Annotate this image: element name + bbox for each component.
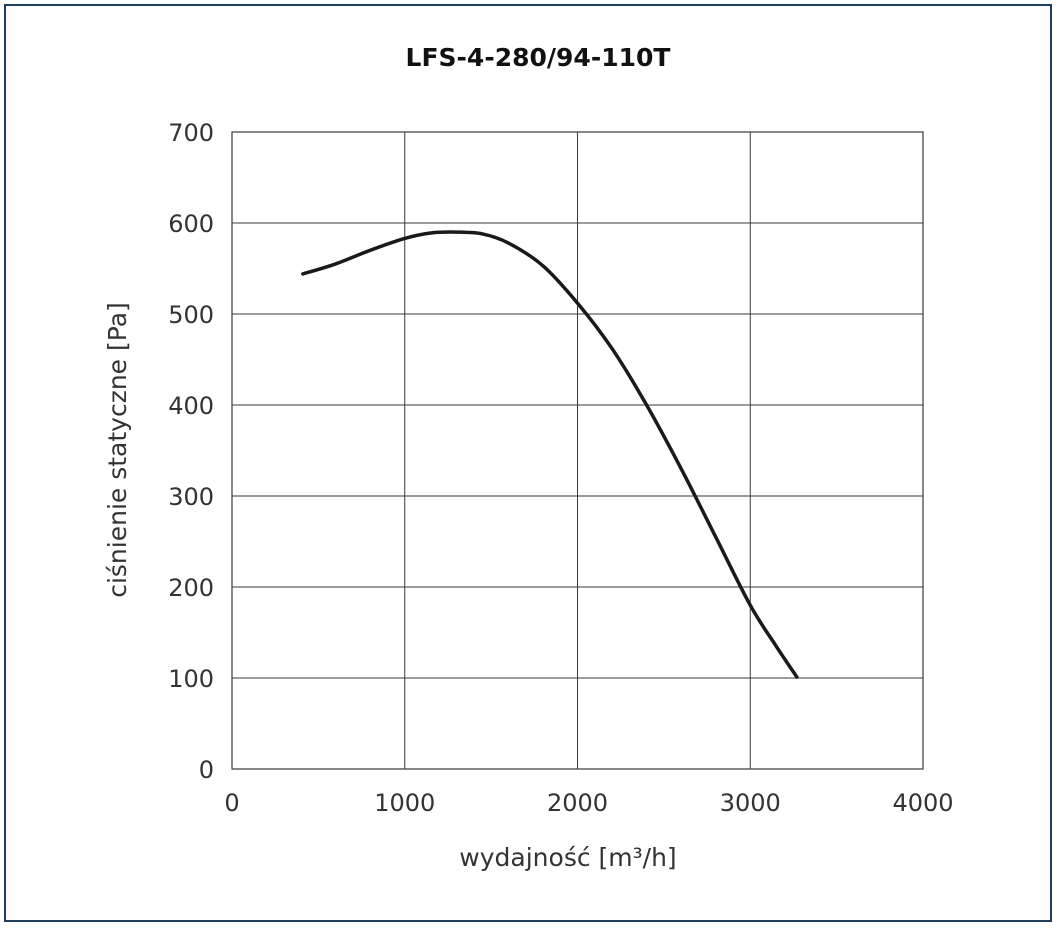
- y-tick-label: 100: [168, 665, 214, 693]
- grid: [231, 131, 924, 770]
- x-axis-ticks: 0 1000 2000 3000 4000: [224, 789, 953, 817]
- y-axis-ticks: 0 100 200 300 400 500 600 700: [168, 119, 214, 784]
- x-tick-label: 4000: [892, 789, 953, 817]
- y-tick-label: 700: [168, 119, 214, 147]
- x-tick-label: 3000: [720, 789, 781, 817]
- y-tick-label: 500: [168, 301, 214, 329]
- x-tick-label: 2000: [547, 789, 608, 817]
- x-tick-label: 0: [224, 789, 239, 817]
- x-axis-label: wydajność [m³/h]: [459, 843, 676, 872]
- chart-title: LFS-4-280/94-110T: [406, 43, 671, 72]
- x-tick-label: 1000: [374, 789, 435, 817]
- y-tick-label: 400: [168, 392, 214, 420]
- y-axis-label: ciśnienie statyczne [Pa]: [103, 302, 132, 598]
- plot-area: [231, 131, 924, 770]
- y-tick-label: 0: [199, 756, 214, 784]
- y-tick-label: 200: [168, 574, 214, 602]
- series-line: [301, 230, 799, 679]
- y-tick-label: 600: [168, 210, 214, 238]
- y-tick-label: 300: [168, 483, 214, 511]
- series-group: [301, 230, 799, 679]
